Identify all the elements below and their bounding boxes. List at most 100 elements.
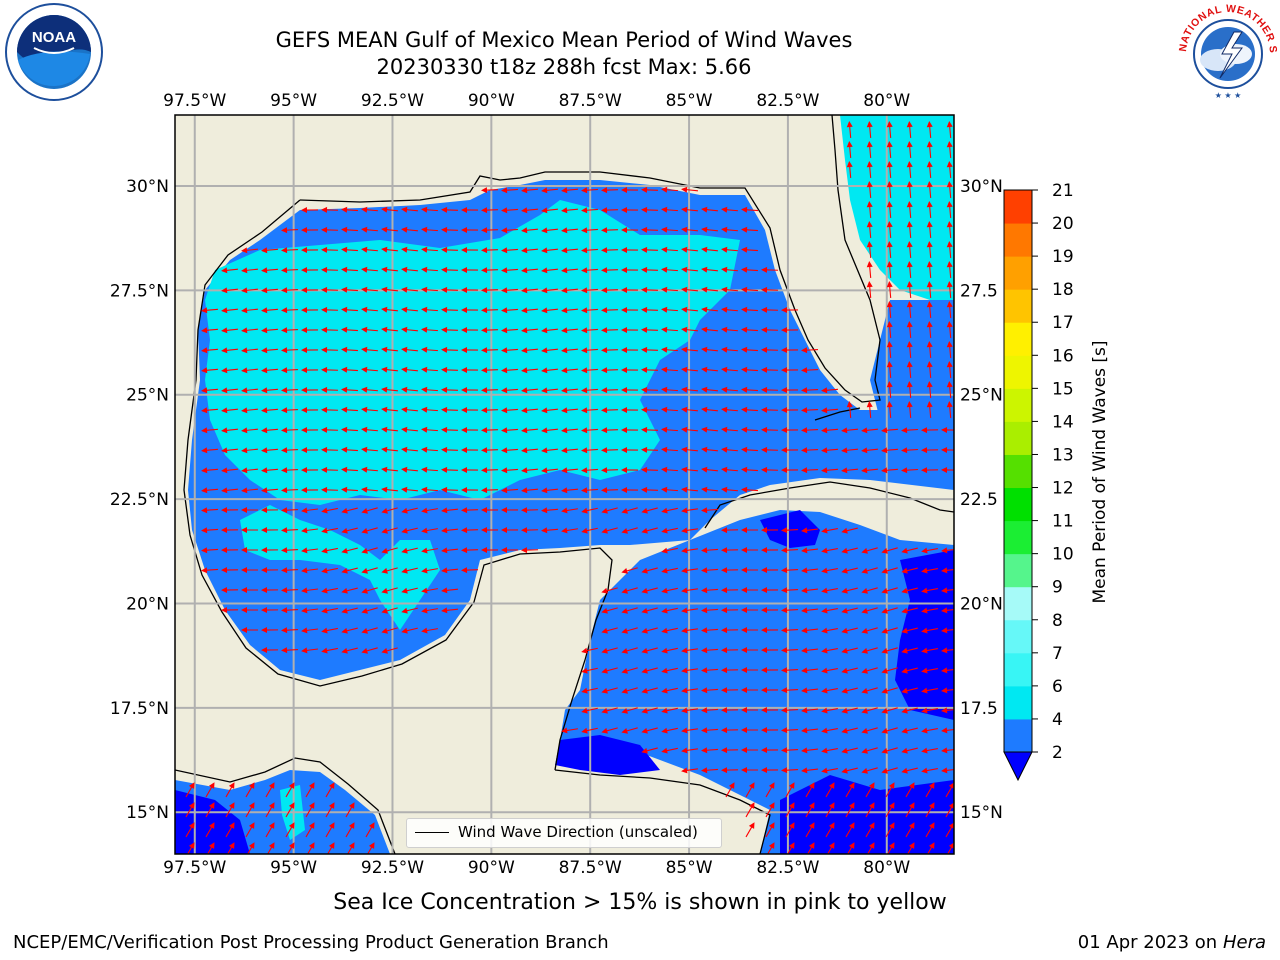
wave-arrow (601, 247, 619, 254)
wave-arrow (945, 842, 954, 854)
wave-arrow (321, 306, 339, 313)
wave-arrow (741, 667, 759, 674)
wave-arrow (841, 447, 859, 454)
wave-arrow (381, 527, 398, 534)
wave-arrow (721, 727, 739, 734)
wave-arrow (281, 407, 299, 414)
wave-arrow (761, 667, 779, 674)
wave-arrow (621, 306, 639, 313)
wave-arrow (781, 647, 799, 654)
wave-arrow (481, 527, 499, 534)
lat-label-right: 20°N (960, 594, 1003, 614)
wave-arrow (241, 507, 259, 514)
wave-arrow (866, 201, 873, 219)
wave-arrow (701, 406, 719, 413)
wave-arrow (681, 507, 698, 514)
wave-arrow (886, 181, 893, 199)
wave-arrow (901, 567, 918, 574)
wave-arrow (321, 426, 339, 433)
wave-arrow (881, 767, 898, 774)
wave-arrow (841, 667, 858, 674)
wave-arrow (641, 507, 658, 514)
wave-arrow (441, 567, 459, 574)
wave-arrow (261, 647, 279, 654)
wave-arrow (701, 346, 719, 353)
wave-arrow (721, 687, 739, 694)
wave-arrow (225, 802, 235, 818)
wave-arrow (601, 707, 618, 714)
wave-arrow (581, 227, 599, 234)
wave-arrow (941, 747, 954, 754)
wave-arrow (341, 386, 359, 393)
wave-arrow (901, 667, 918, 674)
wave-arrow (541, 227, 559, 234)
wave-arrow (241, 367, 259, 374)
wave-arrow (941, 446, 954, 453)
wave-arrow (241, 407, 259, 414)
wave-arrow (701, 226, 719, 233)
wave-arrow (361, 567, 378, 574)
wave-arrow (421, 346, 439, 353)
wave-arrow (421, 527, 438, 534)
wave-arrow (761, 446, 779, 453)
wave-arrow (325, 842, 335, 854)
colorbar-tick-label: 18 (1052, 280, 1074, 300)
wave-arrow (561, 287, 579, 294)
wave-arrow (821, 727, 838, 734)
wave-arrow (381, 406, 399, 413)
wave-arrow (281, 267, 299, 274)
wave-arrow (701, 567, 719, 574)
wave-arrow (801, 647, 819, 654)
wave-arrow (801, 447, 819, 454)
wave-arrow (941, 607, 954, 614)
wave-arrow (621, 206, 639, 213)
wave-arrow (421, 286, 439, 293)
wave-arrow (325, 802, 335, 818)
wave-arrow (781, 367, 799, 374)
colorbar-tick-label: 6 (1052, 677, 1063, 697)
wave-arrow (926, 161, 933, 179)
wave-arrow (361, 246, 379, 253)
wave-arrow (946, 221, 953, 239)
wave-arrow (281, 447, 299, 454)
wave-arrow (201, 307, 219, 314)
wave-arrow (761, 346, 779, 353)
wave-arrow (521, 407, 539, 414)
wave-arrow (681, 707, 698, 714)
wave-arrow (245, 842, 255, 854)
wave-arrow (921, 727, 938, 734)
wave-arrow (265, 802, 275, 818)
wave-arrow (361, 647, 378, 654)
wave-arrow (901, 427, 919, 434)
wave-arrow (881, 447, 899, 454)
wave-arrow (441, 346, 459, 353)
wave-arrow (641, 747, 658, 754)
wave-arrow (461, 226, 479, 233)
wave-arrow (441, 406, 459, 413)
wave-arrow (841, 767, 858, 774)
lat-label-left: 30°N (126, 177, 169, 197)
wave-arrow (621, 466, 639, 473)
lat-label-left: 25°N (126, 386, 169, 406)
chart-title: GEFS MEAN Gulf of Mexico Mean Period of … (275, 28, 853, 52)
caribbean-deep-blue-1 (760, 510, 820, 548)
wave-arrow (621, 607, 638, 614)
wave-arrow (701, 246, 719, 253)
wave-arrow (321, 446, 339, 453)
wave-arrow (341, 306, 359, 313)
wave-arrow (381, 266, 399, 273)
colorbar-tick-label: 17 (1052, 313, 1074, 333)
wave-arrow (901, 747, 918, 754)
lat-label-right: 30°N (960, 177, 1003, 197)
wave-arrow (741, 547, 759, 554)
nws-logo: NATIONAL WEATHER SERVICE ★ ★ ★ (1176, 2, 1279, 100)
wave-arrow (861, 727, 878, 734)
wave-arrow (441, 446, 459, 453)
wave-arrow (561, 487, 579, 494)
wave-arrow (421, 326, 439, 333)
lat-label-left: 20°N (126, 594, 169, 614)
wave-arrow (781, 467, 799, 474)
wave-arrow (845, 842, 855, 854)
wave-arrow (601, 607, 618, 614)
